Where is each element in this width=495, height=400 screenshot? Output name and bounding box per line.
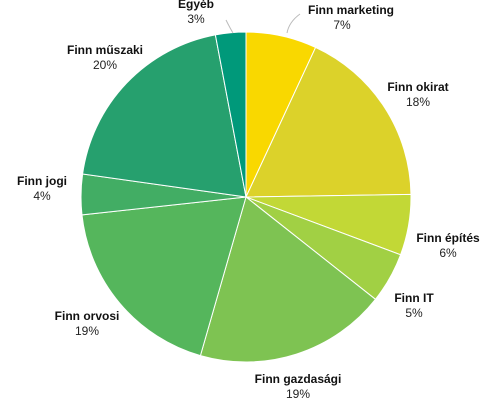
slice-value-finn-orvosi: 19% [75, 324, 99, 338]
slice-label-egyeb: Egyéb [178, 0, 214, 11]
slice-label-finn-okirat: Finn okirat [387, 80, 448, 94]
leader-line-finn-marketing [287, 14, 300, 33]
leader-lines [226, 14, 300, 33]
slice-value-finn-muszaki: 20% [93, 58, 117, 72]
slice-value-finn-okirat: 18% [406, 95, 430, 109]
slice-label-finn-epites: Finn építés [416, 231, 480, 245]
slice-value-finn-jogi: 4% [33, 189, 51, 203]
slice-value-finn-gazdasagi: 19% [286, 387, 310, 400]
pie-slices [81, 32, 411, 362]
slice-label-finn-jogi: Finn jogi [17, 174, 67, 188]
slice-label-finn-muszaki: Finn műszaki [67, 43, 143, 57]
slice-label-finn-gazdasagi: Finn gazdasági [255, 372, 342, 386]
slice-label-finn-orvosi: Finn orvosi [55, 309, 120, 323]
slice-value-egyeb: 3% [187, 12, 205, 26]
slice-label-finn-it: Finn IT [394, 291, 434, 305]
leader-line-egyeb [226, 20, 233, 33]
slice-value-finn-marketing: 7% [333, 18, 351, 32]
slice-label-finn-marketing: Finn marketing [308, 3, 394, 17]
slice-value-finn-it: 5% [405, 306, 423, 320]
slice-value-finn-epites: 6% [439, 246, 457, 260]
